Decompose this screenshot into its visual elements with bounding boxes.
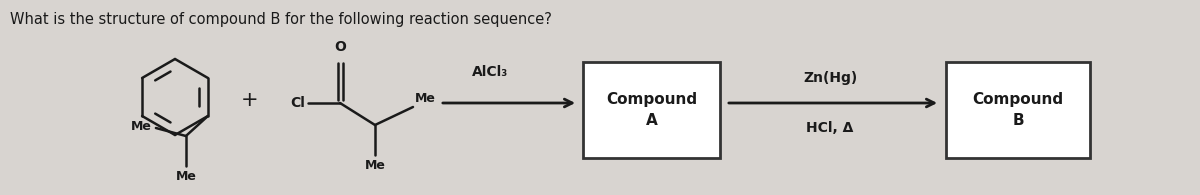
Text: O: O	[334, 40, 346, 54]
Text: Zn(Hg): Zn(Hg)	[803, 71, 857, 85]
Text: Compound
A: Compound A	[606, 92, 697, 128]
Bar	[583, 62, 720, 158]
Text: AlCl₃: AlCl₃	[472, 65, 508, 79]
Text: +: +	[241, 90, 259, 110]
Text: Compound
B: Compound B	[972, 92, 1063, 128]
Text: What is the structure of compound B for the following reaction sequence?: What is the structure of compound B for …	[10, 12, 552, 27]
Text: Me: Me	[175, 170, 197, 183]
Bar	[946, 62, 1090, 158]
Text: Me: Me	[415, 92, 436, 105]
Text: Me: Me	[131, 120, 152, 132]
Text: Cl: Cl	[290, 96, 305, 110]
Text: HCl, Δ: HCl, Δ	[806, 121, 853, 135]
Text: Me: Me	[365, 159, 385, 172]
